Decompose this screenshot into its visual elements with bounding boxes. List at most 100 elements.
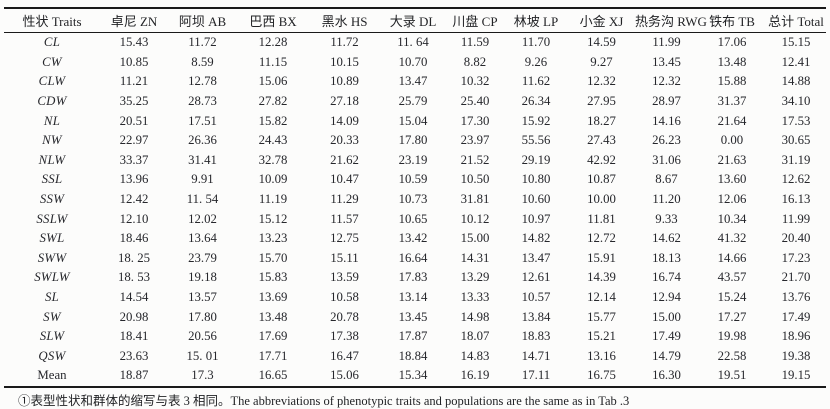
value-cell: 55.56	[521, 133, 551, 148]
table-row: SWW 18. 25 23.79 15.70 15.11 16.64 14.31 13.47 1…	[4, 249, 826, 269]
value-cell: 41.32	[717, 231, 747, 246]
value-cell: 13.42	[398, 231, 428, 246]
value-cell: 18.41	[119, 329, 149, 344]
value-cell: 26.23	[652, 133, 681, 148]
table-row: CLW 11.21 12.78 15.06 10.89 13.47 10.32 11.62 12…	[4, 72, 826, 92]
value-cell: 20.51	[119, 113, 149, 128]
value-cell: 9.26	[524, 54, 548, 69]
value-cell: 10.09	[258, 172, 288, 187]
value-cell: 17.3	[191, 368, 214, 383]
value-cell: 15.00	[652, 309, 681, 324]
value-cell: 27.82	[258, 94, 288, 109]
value-cell: 12.32	[652, 74, 681, 89]
value-cell: 31.37	[717, 94, 747, 109]
value-cell: 8.82	[463, 54, 487, 69]
column-header: 大录 DL	[380, 8, 446, 33]
value-cell: 13.48	[258, 309, 288, 324]
value-cell: 18.84	[398, 348, 428, 363]
value-cell: 12.62	[781, 172, 811, 187]
value-cell: 18. 25	[118, 250, 150, 265]
value-cell: 10.59	[398, 172, 428, 187]
value-cell: 13.59	[330, 270, 359, 285]
value-cell: 11.70	[521, 35, 551, 50]
trait-label: SLW	[39, 329, 65, 344]
value-cell: 14.98	[460, 309, 490, 324]
value-cell: 11.99	[652, 35, 681, 50]
value-cell: 17.80	[398, 133, 428, 148]
value-cell: 14.71	[521, 348, 551, 363]
value-cell: 12.32	[587, 74, 616, 89]
table-row: SSLW 12.10 12.02 15.12 11.57 10.65 10.12 10.97 1…	[4, 209, 826, 229]
value-cell: 34.10	[781, 94, 811, 109]
value-cell: 10.70	[398, 54, 428, 69]
value-cell: 13.64	[188, 231, 217, 246]
value-cell: 10.65	[398, 211, 428, 226]
value-cell: 15.00	[460, 231, 490, 246]
value-cell: 28.73	[188, 94, 217, 109]
table-header: 性状 Traits 卓尼 ZN 阿坝 AB 巴西 BX 黑水 HS 大录 DL 川盘 CP 林…	[4, 8, 826, 33]
table-row: SSL 13.96 9.91 10.09 10.47 10.59 10.50 10.80 10.…	[4, 170, 826, 190]
column-header: 性状 Traits	[4, 8, 100, 33]
table-row: SW 20.98 17.80 13.48 20.78 13.45 14.98 13.84 15.…	[4, 307, 826, 327]
value-cell: 13.33	[460, 290, 490, 305]
value-cell: 14.79	[652, 348, 681, 363]
value-cell: 8.67	[655, 172, 678, 187]
trait-label: SWW	[37, 250, 67, 265]
value-cell: 16.19	[460, 368, 490, 383]
value-cell: 12.14	[587, 290, 616, 305]
value-cell: 18.13	[652, 250, 681, 265]
table-row: SLW 18.41 20.56 17.69 17.38 17.87 18.07 18.83 15…	[4, 327, 826, 347]
table-row: CL 15.43 11.72 12.28 11.72 11. 64 11.59 11.70 14…	[4, 33, 826, 53]
value-cell: 18.87	[119, 368, 149, 383]
value-cell: 16.47	[330, 348, 359, 363]
value-cell: 19.51	[717, 368, 747, 383]
value-cell: 20.33	[330, 133, 359, 148]
value-cell: 12.94	[652, 290, 681, 305]
trait-label: QSW	[38, 348, 66, 363]
value-cell: 29.19	[521, 152, 551, 167]
value-cell: 9.33	[655, 211, 678, 226]
value-cell: 10.15	[330, 54, 359, 69]
value-cell: 21.52	[460, 152, 490, 167]
value-cell: 17.38	[330, 329, 359, 344]
value-cell: 13.84	[521, 309, 551, 324]
value-cell: 13.69	[258, 290, 288, 305]
value-cell: 0.00	[720, 133, 744, 148]
value-cell: 15.82	[258, 113, 288, 128]
value-cell: 13.60	[717, 172, 747, 187]
value-cell: 21.70	[781, 270, 811, 285]
table-row: SSW 12.42 11. 54 11.19 11.29 10.73 31.81 10.60 1…	[4, 190, 826, 210]
value-cell: 17.11	[521, 368, 551, 383]
value-cell: 16.65	[258, 368, 288, 383]
value-cell: 15.12	[258, 211, 288, 226]
column-header: 林坡 LP	[504, 8, 568, 33]
value-cell: 13.45	[398, 309, 428, 324]
value-cell: 12.06	[717, 192, 747, 207]
value-cell: 15.77	[587, 309, 616, 324]
value-cell: 12.61	[521, 270, 551, 285]
value-cell: 11.29	[330, 192, 359, 207]
value-cell: 19.15	[781, 368, 811, 383]
value-cell: 10.80	[521, 172, 551, 187]
value-cell: 15.88	[717, 74, 747, 89]
value-cell: 11.57	[330, 211, 359, 226]
trait-label: NW	[42, 133, 62, 148]
value-cell: 27.43	[587, 133, 616, 148]
trait-label: SW	[43, 309, 61, 324]
value-cell: 11.99	[781, 211, 811, 226]
value-cell: 14.39	[587, 270, 616, 285]
table-row: CW 10.85 8.59 11.15 10.15 10.70 8.82 9.26 9.27 13…	[4, 53, 826, 73]
value-cell: 17.30	[460, 113, 490, 128]
value-cell: 16.64	[398, 250, 428, 265]
value-cell: 10.58	[330, 290, 359, 305]
value-cell: 17.51	[188, 113, 217, 128]
table-row: SWL 18.46 13.64 13.23 12.75 13.42 15.00 14.82 12…	[4, 229, 826, 249]
table-row: SWLW 18. 53 19.18 15.83 13.59 17.83 13.29 12.61…	[4, 268, 826, 288]
value-cell: 18.46	[119, 231, 149, 246]
value-cell: 16.75	[587, 368, 616, 383]
value-cell: 14.88	[781, 74, 811, 89]
value-cell: 15.11	[330, 250, 359, 265]
value-cell: 8.59	[191, 54, 214, 69]
value-cell: 13.47	[398, 74, 428, 89]
value-cell: 13.48	[717, 54, 747, 69]
